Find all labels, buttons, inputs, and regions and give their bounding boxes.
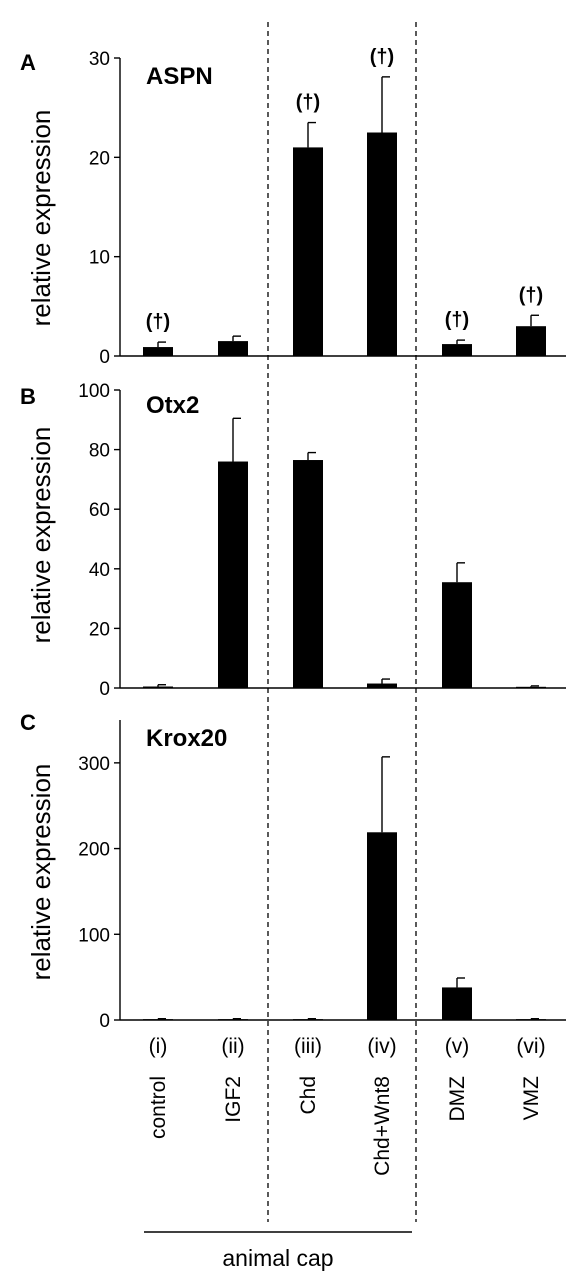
y-axis-label-c: relative expression	[26, 764, 56, 981]
bar-a-3	[293, 147, 323, 356]
bar-c-1	[143, 1019, 173, 1021]
y-tick-label-b-0: 0	[99, 679, 110, 700]
gene-title-a: ASPN	[146, 63, 213, 90]
y-tick-label-b-1: 20	[89, 619, 110, 640]
dagger-annotation-a-4: (†)	[370, 46, 394, 68]
y-tick-label-b-5: 100	[78, 381, 110, 402]
y-axis-label-a: relative expression	[26, 110, 56, 327]
dagger-annotation-a-1: (†)	[146, 311, 170, 333]
animal-cap-label: animal cap	[222, 1245, 333, 1271]
bar-a-6	[516, 326, 546, 356]
bar-b-3	[293, 460, 323, 688]
condition-label-6: VMZ	[520, 1076, 543, 1121]
bar-c-6	[516, 1019, 546, 1021]
y-tick-label-b-3: 60	[89, 500, 110, 521]
bar-b-5	[442, 582, 472, 688]
y-tick-label-b-2: 40	[89, 560, 110, 581]
y-tick-label-a-3: 30	[89, 49, 110, 70]
roman-label-6: (vi)	[516, 1035, 545, 1058]
y-axis-label-b: relative expression	[26, 427, 56, 644]
bar-b-6	[516, 686, 546, 688]
y-tick-label-c-0: 0	[99, 1011, 110, 1032]
y-tick-label-b-4: 80	[89, 441, 110, 462]
bar-c-4	[367, 832, 397, 1020]
bar-a-2	[218, 341, 248, 356]
roman-label-3: (iii)	[294, 1035, 322, 1058]
bar-a-5	[442, 344, 472, 356]
bar-b-1	[143, 686, 173, 688]
roman-label-4: (iv)	[367, 1035, 396, 1058]
bar-b-2	[218, 461, 248, 688]
condition-label-4: Chd+Wnt8	[371, 1076, 394, 1176]
dagger-annotation-a-3: (†)	[296, 92, 320, 114]
plots-group: 0 10 20 30 (†) (†) (†) (†) (†) 0 20 40 60 80 100 0 100 20…	[78, 46, 566, 1032]
bar-a-4	[367, 132, 397, 356]
y-tick-label-a-0: 0	[99, 347, 110, 368]
panel-letter-b: B	[20, 384, 36, 409]
condition-label-3: Chd	[297, 1076, 320, 1115]
roman-label-2: (ii)	[221, 1035, 244, 1058]
bar-c-3	[293, 1019, 323, 1021]
y-tick-label-a-2: 20	[89, 148, 110, 169]
roman-label-5: (v)	[445, 1035, 470, 1058]
condition-label-2: IGF2	[222, 1076, 245, 1123]
dagger-annotation-a-6: (†)	[519, 284, 543, 306]
roman-label-1: (i)	[149, 1035, 168, 1058]
gene-title-c: Krox20	[146, 725, 227, 752]
bar-c-2	[218, 1019, 248, 1021]
bar-c-5	[442, 987, 472, 1020]
y-tick-label-c-1: 100	[78, 925, 110, 946]
bar-a-1	[143, 347, 173, 356]
gene-title-b: Otx2	[146, 392, 199, 419]
y-tick-label-c-3: 300	[78, 754, 110, 775]
y-tick-label-c-2: 200	[78, 840, 110, 861]
condition-label-5: DMZ	[446, 1076, 469, 1122]
panel-letter-a: A	[20, 50, 36, 75]
condition-label-1: control	[147, 1076, 170, 1139]
dagger-annotation-a-5: (†)	[445, 309, 469, 331]
bar-b-4	[367, 683, 397, 688]
panel-letter-c: C	[20, 710, 36, 735]
y-tick-label-a-1: 10	[89, 248, 110, 269]
